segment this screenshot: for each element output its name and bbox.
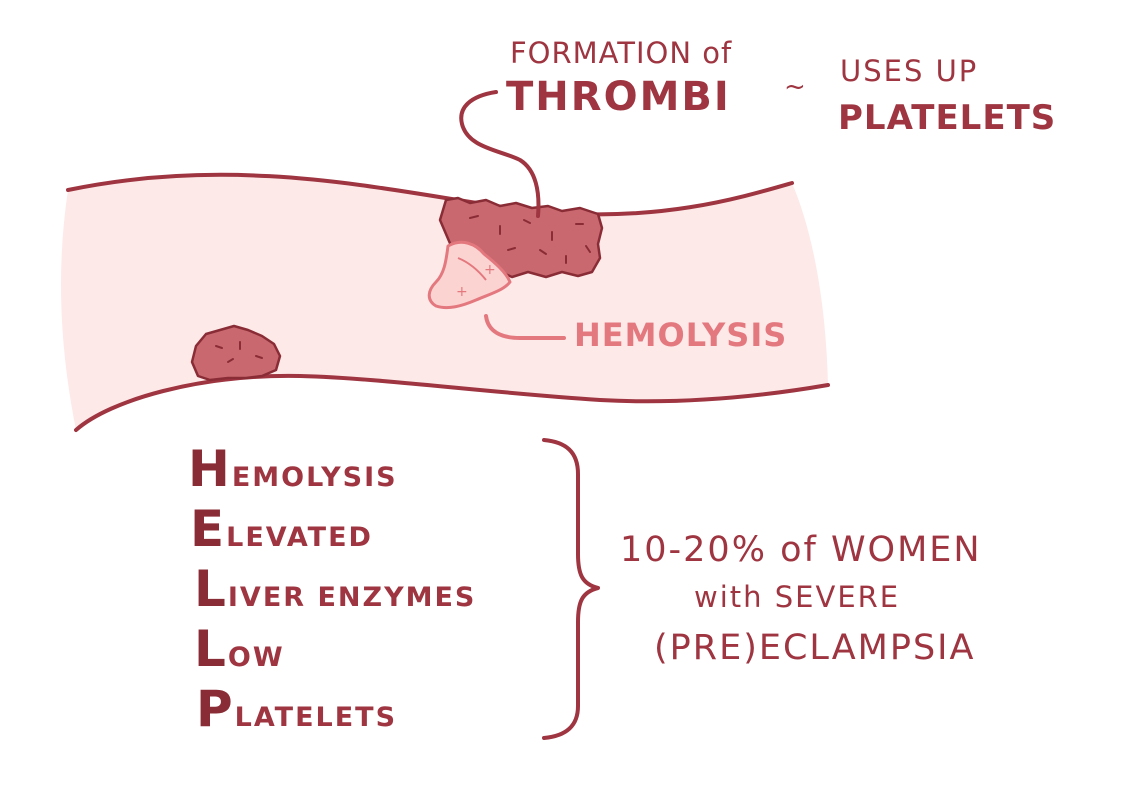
fragmented-red-cell: + + — [427, 240, 512, 310]
hemolysis-label: HEMOLYSIS — [574, 316, 788, 354]
thrombus-small — [190, 324, 282, 382]
svg-text:+: + — [484, 262, 496, 278]
thrombi-label: THROMBI — [506, 74, 731, 120]
acronym-rest: LEVATED — [226, 522, 373, 553]
vessel-lower-wall — [74, 373, 830, 432]
acronym-rest: OW — [227, 642, 285, 673]
statistic-line-3: (PRE)ECLAMPSIA — [654, 628, 976, 668]
acronym-rest: EMOLYSIS — [231, 462, 398, 493]
acronym-initial: P — [196, 680, 235, 738]
formation-of-label: FORMATION of — [510, 36, 733, 70]
acronym-initial: H — [188, 440, 232, 498]
statistic-line-1: 10-20% of WOMEN — [620, 530, 982, 570]
acronym-line-low: LOW — [194, 620, 285, 678]
hemolysis-leader-line — [484, 314, 566, 340]
acronym-initial: L — [194, 620, 228, 678]
statistic-line-2: with SEVERE — [694, 580, 901, 614]
thrombi-leader-line — [459, 90, 541, 218]
acronym-rest: LATELETS — [234, 702, 398, 733]
tilde-mark: ~ — [784, 72, 807, 102]
acronym-line-hemolysis: HEMOLYSIS — [188, 440, 398, 498]
acronym-line-platelets: PLATELETS — [196, 680, 397, 738]
acronym-rest: IVER ENZYMES — [227, 582, 477, 613]
curly-brace — [542, 438, 600, 740]
acronym-line-elevated: ELEVATED — [190, 500, 373, 558]
acronym-initial: E — [190, 500, 227, 558]
acronym-line-liver-enzymes: LIVER ENZYMES — [194, 560, 476, 618]
platelets-label: PLATELETS — [838, 98, 1057, 138]
acronym-initial: L — [194, 560, 228, 618]
svg-text:+: + — [456, 284, 468, 300]
uses-up-label: USES UP — [840, 54, 979, 88]
